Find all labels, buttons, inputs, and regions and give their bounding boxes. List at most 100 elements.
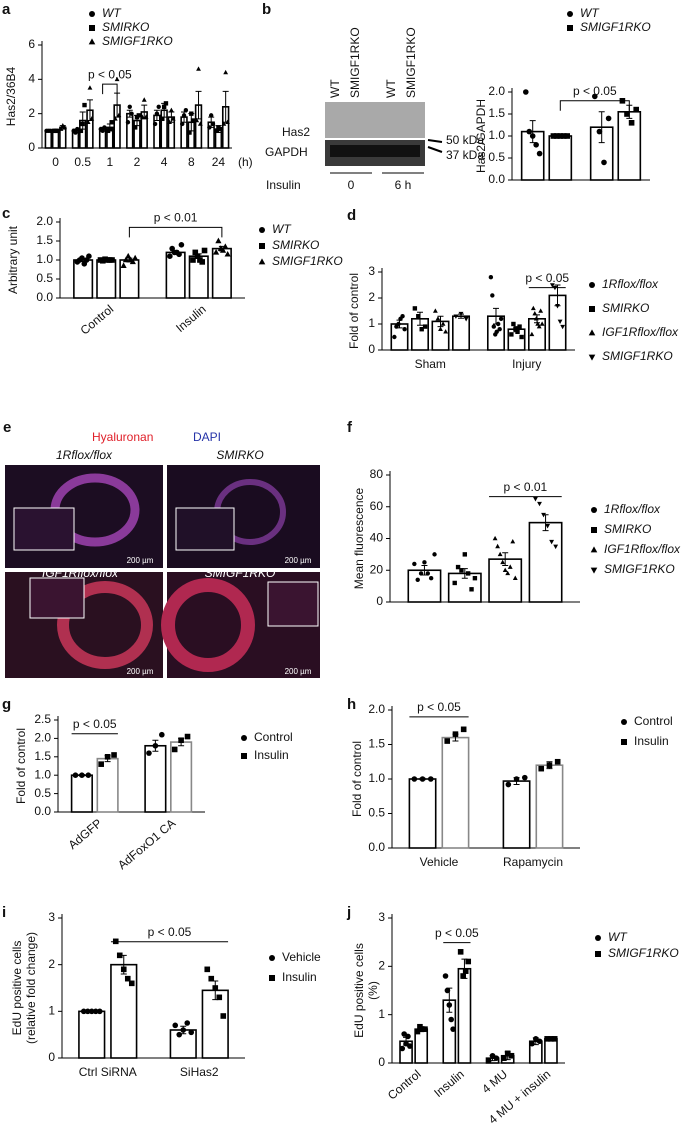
point — [396, 321, 401, 327]
point — [495, 543, 501, 549]
bar — [452, 315, 471, 351]
point — [127, 104, 132, 110]
error-bar — [396, 319, 403, 329]
y-tick-label: 3 — [48, 910, 55, 924]
point — [89, 25, 95, 31]
band-label: Has2 — [282, 125, 310, 139]
point — [557, 319, 563, 325]
y-tick-label: 2 — [378, 959, 385, 973]
point — [533, 497, 538, 502]
point — [529, 1040, 535, 1047]
error-bar — [188, 113, 195, 132]
bar — [110, 963, 138, 1059]
error-bar — [141, 104, 148, 120]
error-bar — [152, 739, 159, 752]
point — [465, 571, 471, 576]
lane-label: WT — [328, 79, 342, 98]
error-bar — [195, 253, 202, 259]
error-bar — [416, 311, 423, 326]
point — [465, 958, 472, 965]
chart: c 0.0 0.5 1.0 1.5 2.0 Arbitrary unit Control Ins… — [2, 205, 343, 338]
point — [497, 327, 502, 332]
point — [508, 1052, 515, 1059]
point — [78, 128, 84, 134]
point — [116, 112, 122, 118]
point — [89, 116, 95, 121]
point — [519, 334, 524, 340]
bar — [502, 780, 531, 849]
panel-letter: a — [2, 1, 11, 18]
point — [258, 258, 266, 265]
point — [493, 1055, 500, 1061]
bar — [44, 130, 53, 149]
point — [589, 306, 595, 312]
lane-label: SMIGF1RKO — [404, 27, 418, 98]
point — [492, 535, 498, 541]
point — [442, 973, 449, 979]
point — [532, 310, 538, 316]
panel-letter: c — [2, 205, 10, 222]
point — [88, 38, 96, 45]
x-tick-label: 2 — [134, 155, 141, 169]
y-axis-label: Has2/36B4 — [4, 66, 18, 126]
point — [86, 253, 92, 259]
y-tick-label: 1.5 — [368, 737, 385, 751]
point — [204, 966, 211, 973]
error-bar — [218, 245, 225, 252]
error-bar — [419, 777, 426, 781]
panel-letter: j — [346, 904, 351, 921]
point — [72, 772, 79, 778]
x-tick-label: SiHas2 — [180, 1065, 219, 1079]
point — [167, 253, 173, 259]
point — [498, 316, 504, 321]
band-label: GAPDH — [265, 145, 308, 159]
point — [402, 327, 407, 332]
error-bar — [104, 755, 111, 763]
point — [545, 524, 551, 529]
point — [628, 120, 635, 126]
point — [125, 120, 131, 125]
error-bar — [80, 257, 87, 263]
chart: j 0 1 2 3 EdU positive cells (%) Control Insulin… — [346, 904, 679, 1127]
annotation: p < 0.01 — [504, 480, 548, 494]
error-bar — [557, 134, 564, 138]
micrographs: e Hyaluronan DAPI 1Rflox/flox SMIRKO IGF… — [3, 419, 320, 678]
error-bar — [554, 284, 561, 307]
annotation: p < 0.05 — [525, 271, 569, 285]
point — [538, 765, 545, 772]
legend-label: WT — [580, 6, 600, 20]
chart: h 0.0 0.5 1.0 1.5 2.0 Fold of control Vehicle Ra… — [347, 696, 673, 869]
y-tick-label: 0 — [28, 140, 35, 154]
point — [536, 323, 542, 329]
y-axis-label: (%) — [366, 981, 380, 1000]
point — [501, 1055, 507, 1061]
point — [490, 293, 495, 298]
inset — [267, 581, 319, 627]
error-bar — [106, 123, 113, 132]
point — [485, 1057, 492, 1064]
x-tick-label: Control — [78, 302, 117, 338]
inset — [175, 507, 235, 551]
size-marker: 50 kDa — [446, 133, 484, 147]
error-bar — [153, 109, 160, 122]
y-tick-label: 0.5 — [36, 271, 53, 285]
point — [494, 329, 499, 334]
image-label: SMIGF1RKO — [205, 566, 276, 580]
point — [438, 326, 443, 331]
point — [443, 329, 449, 334]
point — [190, 118, 196, 123]
point — [526, 128, 533, 135]
image-label: SMIRKO — [216, 448, 263, 462]
legend-label: SMIGF1RKO — [102, 34, 173, 48]
point — [208, 975, 215, 982]
point — [241, 753, 247, 759]
x-tick-label: 1 — [107, 155, 114, 169]
legend-label: Vehicle — [282, 950, 321, 964]
y-tick-label: 2 — [48, 957, 55, 971]
point — [510, 539, 516, 544]
error-bar — [120, 954, 127, 975]
image-label: IGF1Rflox/flox — [42, 566, 119, 580]
x-tick-label: AdGFP — [66, 816, 105, 852]
size-marker: 37 kDa — [446, 148, 484, 162]
point — [197, 121, 203, 126]
